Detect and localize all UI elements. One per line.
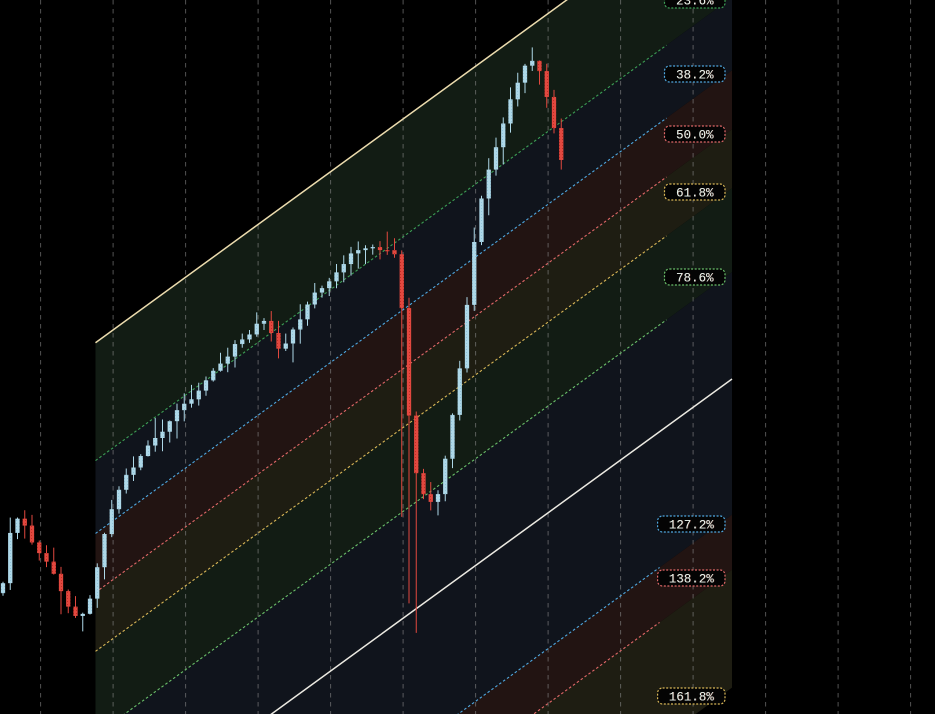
svg-text:38.2%: 38.2%: [676, 68, 714, 82]
svg-text:23.6%: 23.6%: [676, 0, 714, 8]
svg-text:50.0%: 50.0%: [676, 128, 714, 142]
svg-text:161.8%: 161.8%: [669, 690, 715, 704]
svg-text:127.2%: 127.2%: [669, 518, 715, 532]
svg-text:78.6%: 78.6%: [676, 271, 714, 285]
svg-text:138.2%: 138.2%: [669, 572, 715, 586]
svg-text:61.8%: 61.8%: [676, 186, 714, 200]
